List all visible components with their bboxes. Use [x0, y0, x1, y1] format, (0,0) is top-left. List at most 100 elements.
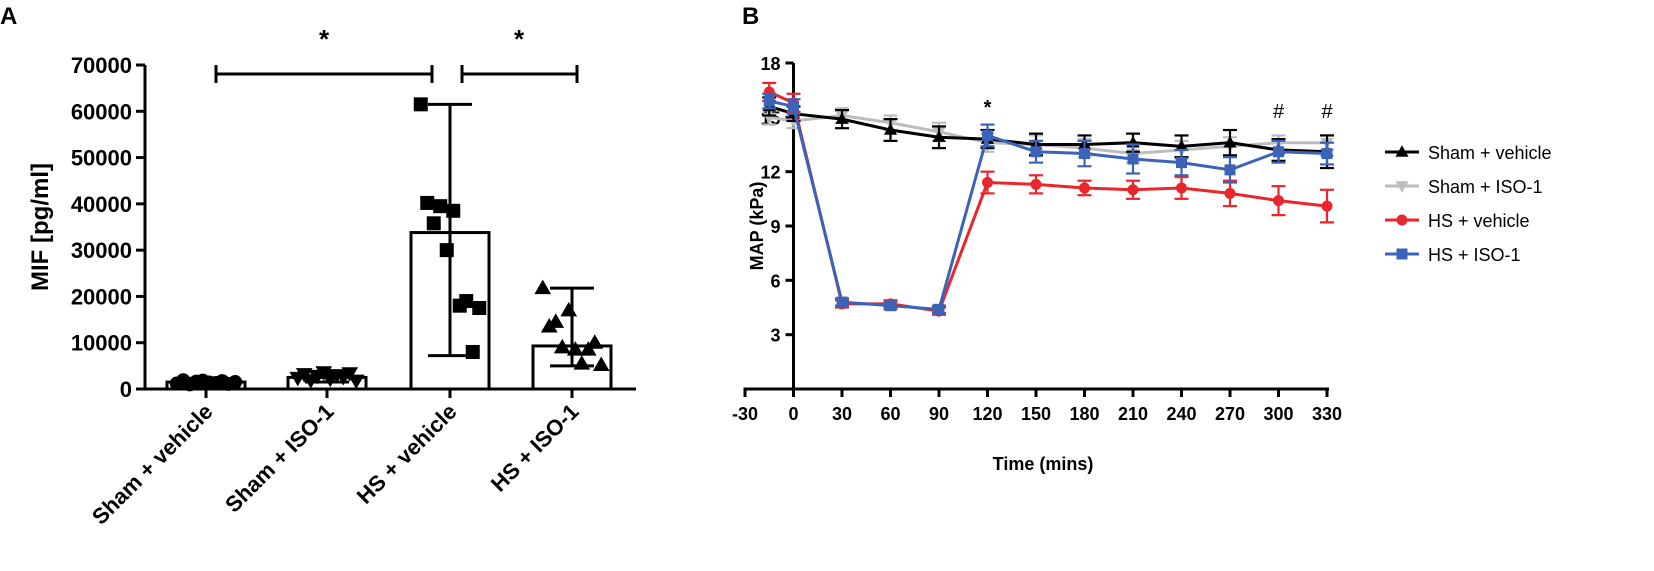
panel-label-a: A [0, 3, 17, 30]
data-point [883, 123, 898, 135]
legend-marker [1395, 181, 1409, 193]
data-point [459, 294, 474, 309]
data-point [1079, 182, 1090, 194]
data-point [1127, 184, 1139, 196]
y-tick-label: 10000 [71, 331, 132, 356]
x-tick-label: 120 [972, 404, 1002, 424]
legend-label: HS + vehicle [1428, 211, 1530, 231]
data-point [1273, 146, 1284, 158]
y-tick-label: 20000 [71, 284, 132, 309]
data-point [420, 195, 435, 210]
data-point [534, 279, 552, 295]
data-point [885, 300, 896, 312]
data-point [465, 344, 480, 359]
x-tick-label: 0 [788, 404, 798, 424]
y-tick-label: 18 [760, 54, 780, 74]
x-tick-label: 60 [880, 404, 900, 424]
data-point [1321, 148, 1333, 160]
legend-item: Sham + vehicle [1385, 143, 1552, 163]
data-point [446, 203, 461, 218]
x-tick-label: 210 [1118, 404, 1148, 424]
x-tick-label: -30 [732, 404, 758, 424]
x-tick-label: HS + ISO-1 [486, 399, 584, 497]
data-point [228, 375, 243, 390]
data-point [553, 338, 571, 354]
data-point [788, 100, 799, 112]
data-point [547, 313, 565, 328]
data-point [1030, 146, 1042, 158]
data-point [982, 129, 993, 141]
legend-item: HS + ISO-1 [1385, 245, 1521, 265]
series-line [768, 99, 1328, 311]
data-point [1176, 182, 1187, 194]
legend-label: Sham + ISO-1 [1428, 177, 1543, 197]
data-point [1030, 178, 1042, 190]
x-tick-label: 330 [1312, 404, 1342, 424]
y-axis-label: MAP (kPa) [747, 182, 767, 271]
y-tick-label: 3 [770, 326, 780, 346]
legend-item: HS + vehicle [1385, 211, 1530, 231]
x-tick-label: 300 [1263, 404, 1293, 424]
data-point [413, 97, 428, 112]
legend-item: Sham + ISO-1 [1385, 177, 1543, 197]
y-tick-label: 60000 [71, 99, 132, 124]
x-axis-label: Time (mins) [993, 454, 1094, 474]
data-point [560, 301, 578, 317]
data-point [1273, 195, 1284, 207]
x-tick-label: 90 [929, 404, 949, 424]
data-point [586, 334, 604, 349]
y-tick-label: 30000 [71, 238, 132, 263]
y-tick-label: 70000 [71, 53, 132, 78]
x-tick-label: HS + vehicle [352, 399, 462, 509]
data-point [1176, 157, 1187, 169]
x-tick-label: 30 [832, 404, 852, 424]
data-point [347, 374, 365, 390]
data-point [1127, 153, 1139, 165]
significance-label: * [514, 24, 525, 54]
line-chart-panel-b: MAP (kPa) Time (mins) 369121518-30030609… [732, 54, 1552, 474]
y-axis-label: MIF [pg/ml] [27, 163, 54, 291]
series-line [768, 105, 1328, 154]
data-point [836, 296, 848, 308]
legend-marker [1396, 214, 1408, 226]
x-tick-label: 150 [1021, 404, 1051, 424]
data-point [932, 130, 946, 143]
data-point [426, 216, 441, 231]
data-point [763, 95, 775, 107]
data-point [1223, 135, 1237, 148]
data-point [1321, 200, 1333, 212]
data-point [566, 341, 584, 356]
y-tick-label: 12 [760, 163, 780, 183]
y-tick-label: 9 [770, 217, 780, 237]
legend: Sham + vehicle Sham + ISO-1 HS + vehicle HS… [1385, 143, 1552, 265]
x-tick-label: Sham + vehicle [87, 399, 218, 530]
data-point [1224, 164, 1236, 176]
y-tick-label: 50000 [71, 146, 132, 171]
data-point [592, 356, 610, 371]
x-tick-label: Sham + ISO-1 [220, 399, 338, 517]
data-point [982, 177, 993, 189]
data-point [1224, 187, 1236, 199]
legend-label: Sham + vehicle [1428, 143, 1552, 163]
data-point [573, 355, 591, 370]
series-line [768, 90, 1328, 313]
series-hs-iso-1 [762, 92, 1334, 315]
x-tick-label: 180 [1069, 404, 1099, 424]
y-tick-label: 40000 [71, 192, 132, 217]
significance-label: * [319, 24, 330, 54]
y-tick-label: 0 [120, 377, 132, 402]
bar-chart-panel-a: MIF [pg/ml] 0 10000 20000 30000 40000 50000 60… [27, 24, 636, 529]
legend-label: HS + ISO-1 [1428, 245, 1521, 265]
panel-label-b: B [742, 3, 759, 30]
legend-marker [1395, 145, 1409, 157]
data-point [439, 243, 454, 258]
data-point [1079, 148, 1090, 160]
x-tick-label: 240 [1166, 404, 1196, 424]
data-point [933, 303, 945, 315]
significance-label: * [984, 97, 992, 119]
x-tick-label: 270 [1215, 404, 1245, 424]
y-tick-label: 6 [770, 271, 780, 291]
legend-marker [1396, 248, 1408, 260]
data-point [433, 199, 448, 214]
